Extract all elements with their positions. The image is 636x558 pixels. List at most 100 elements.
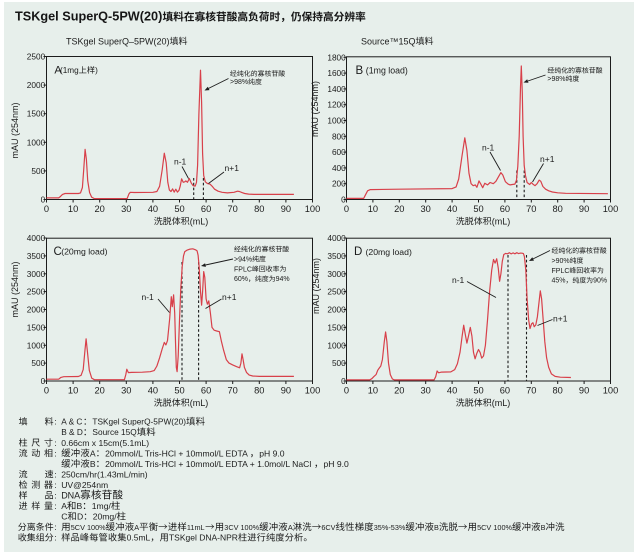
svg-text:>98%: >98% xyxy=(547,76,565,83)
svg-text:0.66cm x 15cm(5.1mL): 0.66cm x 15cm(5.1mL) xyxy=(61,438,149,448)
svg-text::: : xyxy=(54,480,56,490)
svg-text:100: 100 xyxy=(603,386,619,396)
svg-text:(mL): (mL) xyxy=(190,398,209,408)
svg-text:100: 100 xyxy=(603,204,619,214)
svg-text:600: 600 xyxy=(332,147,346,157)
svg-text:40: 40 xyxy=(447,386,457,396)
svg-text:20mmol/L Tris-HCl + 10mmol/L E: 20mmol/L Tris-HCl + 10mmol/L EDTA + 1.0m… xyxy=(105,459,311,469)
svg-text:n-1: n-1 xyxy=(452,275,465,285)
svg-text:20mmol/L Tris-HCl + 10mmol/L E: 20mmol/L Tris-HCl + 10mmol/L EDTA xyxy=(105,448,248,458)
svg-text:3CV 100%: 3CV 100% xyxy=(224,523,259,532)
svg-text:(mL): (mL) xyxy=(190,216,209,226)
svg-text:40: 40 xyxy=(447,204,457,214)
svg-text:90: 90 xyxy=(281,386,291,396)
svg-text:(1mg: (1mg xyxy=(60,66,79,75)
svg-text:50: 50 xyxy=(174,204,184,214)
svg-text:6CV: 6CV xyxy=(321,523,335,532)
svg-text:0: 0 xyxy=(41,376,46,386)
svg-text:Source 15Q: Source 15Q xyxy=(92,427,137,437)
svg-text:2500: 2500 xyxy=(27,287,46,297)
svg-text::: : xyxy=(54,469,56,479)
svg-text:50: 50 xyxy=(473,386,483,396)
svg-text:35%-53%: 35%-53% xyxy=(374,523,406,532)
svg-text:90%: 90% xyxy=(593,278,607,285)
svg-text:TSKgel SuperQ–5PW(20): TSKgel SuperQ–5PW(20) xyxy=(66,36,170,46)
svg-text:>98%: >98% xyxy=(230,79,248,86)
svg-text:1000: 1000 xyxy=(27,340,46,350)
svg-text:70: 70 xyxy=(228,386,238,396)
svg-text:B: B xyxy=(434,523,439,532)
svg-text:A: A xyxy=(90,448,96,458)
svg-text:>90%: >90% xyxy=(552,258,570,265)
svg-text:1000: 1000 xyxy=(27,137,46,147)
svg-text:20: 20 xyxy=(95,386,105,396)
svg-text:2000: 2000 xyxy=(27,80,46,90)
svg-text:80: 80 xyxy=(254,204,264,214)
svg-text:A: A xyxy=(54,64,62,76)
svg-text:A: A xyxy=(61,501,67,511)
svg-text:TSKgel DNA-NPR: TSKgel DNA-NPR xyxy=(169,533,238,543)
svg-text:UV@254nm: UV@254nm xyxy=(61,480,108,490)
svg-text:3500: 3500 xyxy=(27,251,46,261)
svg-text:50: 50 xyxy=(174,386,184,396)
svg-text:DNA: DNA xyxy=(61,490,80,500)
svg-text:4000: 4000 xyxy=(27,233,46,243)
svg-text:10: 10 xyxy=(68,204,78,214)
svg-text:90: 90 xyxy=(579,204,589,214)
svg-text:20: 20 xyxy=(394,386,404,396)
svg-text:60%: 60% xyxy=(234,276,248,283)
svg-text:B: B xyxy=(356,65,364,77)
svg-text:30: 30 xyxy=(121,386,131,396)
svg-text:500: 500 xyxy=(31,358,45,368)
svg-text:2500: 2500 xyxy=(327,287,346,297)
svg-text:3500: 3500 xyxy=(327,251,346,261)
svg-text:C: C xyxy=(54,246,62,258)
svg-text:mAU (254nm): mAU (254nm) xyxy=(10,102,20,158)
svg-text:Source™15Q: Source™15Q xyxy=(361,36,416,46)
svg-text:1200: 1200 xyxy=(327,100,346,110)
svg-text:B: B xyxy=(90,459,96,469)
svg-text::: : xyxy=(54,501,56,511)
svg-text:A: A xyxy=(288,523,293,532)
svg-text:45%: 45% xyxy=(552,278,566,285)
svg-text:D: D xyxy=(354,246,362,258)
svg-text:>94%: >94% xyxy=(234,256,252,263)
svg-text:): ) xyxy=(95,66,98,75)
svg-text:(20mg load): (20mg load) xyxy=(61,247,107,257)
svg-text:2500: 2500 xyxy=(27,52,46,62)
svg-text:70: 70 xyxy=(228,204,238,214)
svg-text:2000: 2000 xyxy=(27,305,46,315)
svg-text:A & C: A & C xyxy=(61,417,82,427)
svg-text:80: 80 xyxy=(553,386,563,396)
svg-text::: : xyxy=(54,522,56,532)
svg-text:10: 10 xyxy=(368,204,378,214)
svg-text::: : xyxy=(54,417,56,427)
svg-text:B & D: B & D xyxy=(61,427,83,437)
svg-text:60: 60 xyxy=(201,386,211,396)
svg-text:80: 80 xyxy=(254,386,264,396)
svg-text::: : xyxy=(54,533,56,543)
svg-text:400: 400 xyxy=(332,163,346,173)
svg-text:FPLC: FPLC xyxy=(234,266,252,273)
svg-text:80: 80 xyxy=(553,204,563,214)
svg-text:30: 30 xyxy=(421,204,431,214)
svg-text:100: 100 xyxy=(305,204,321,214)
svg-text:B: B xyxy=(76,501,82,511)
svg-text:30: 30 xyxy=(421,386,431,396)
svg-text:(1mg load): (1mg load) xyxy=(366,66,408,76)
svg-text:mAU (254nm): mAU (254nm) xyxy=(10,261,20,317)
svg-text:TSKgel SuperQ-5PW(20): TSKgel SuperQ-5PW(20) xyxy=(92,417,186,427)
svg-text:(mL): (mL) xyxy=(492,216,511,226)
svg-text:30: 30 xyxy=(121,204,131,214)
svg-text:10: 10 xyxy=(68,386,78,396)
svg-text:3000: 3000 xyxy=(327,269,346,279)
svg-text:90: 90 xyxy=(281,204,291,214)
svg-text:0: 0 xyxy=(44,386,49,396)
svg-text:11mL: 11mL xyxy=(187,523,205,532)
svg-text:D: D xyxy=(77,512,83,522)
svg-text:60: 60 xyxy=(500,204,510,214)
svg-text:10: 10 xyxy=(368,386,378,396)
svg-text:(20mg load): (20mg load) xyxy=(366,247,412,257)
svg-text:A: A xyxy=(134,523,139,532)
svg-text::: : xyxy=(54,438,56,448)
